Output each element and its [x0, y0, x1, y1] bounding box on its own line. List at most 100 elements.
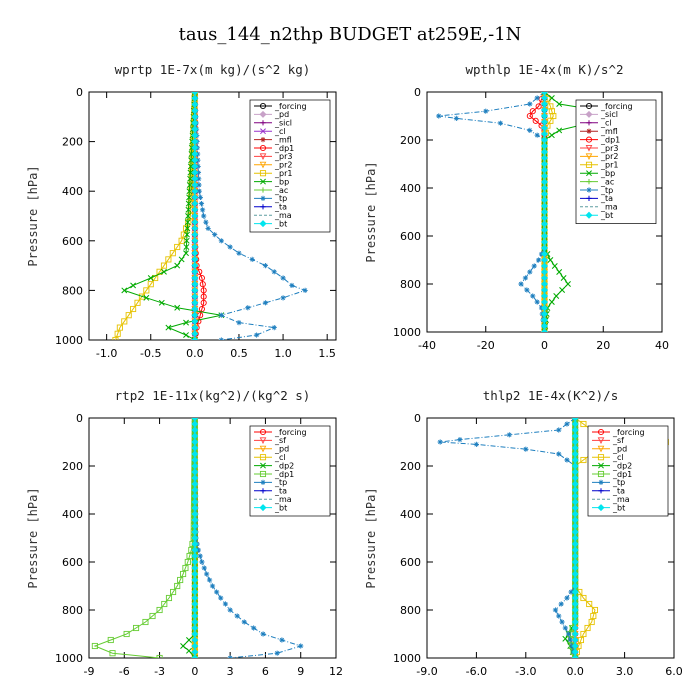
point_bp	[183, 319, 189, 326]
y-tick-label: 600	[62, 235, 83, 248]
point_tp	[457, 437, 463, 443]
point_tp	[527, 127, 533, 133]
x-tick-label: 0	[191, 665, 198, 678]
point_tp	[527, 101, 533, 107]
point_cl	[580, 420, 587, 428]
legend-marker	[260, 195, 266, 201]
point_tp	[196, 176, 202, 182]
point_tp	[271, 325, 277, 331]
legend-label: _dp1	[612, 470, 632, 479]
point_tp	[568, 589, 574, 595]
plot-frame	[426, 417, 675, 659]
series-line_pr1	[115, 92, 196, 340]
point_pr1	[121, 318, 128, 325]
legend-label: _cl	[612, 453, 624, 462]
point_tp	[227, 244, 233, 250]
legend-label: _ac	[600, 177, 614, 186]
x-tick-label: -9.0	[416, 665, 437, 678]
point_bp	[143, 294, 150, 301]
point_bp	[188, 157, 195, 164]
point_tp	[262, 263, 269, 269]
point_dp1	[199, 281, 206, 288]
point_tp	[280, 275, 286, 281]
x-tick-label: 12	[329, 665, 343, 678]
point_dp1	[532, 117, 539, 124]
legend-label: _forcing	[274, 428, 307, 437]
y-axis-label: Pressure [hPa]	[26, 165, 40, 266]
x-tick-label: -3	[154, 665, 165, 678]
point_cl	[580, 630, 587, 638]
point_bt	[571, 654, 579, 658]
legend-marker	[259, 161, 267, 169]
point_tp	[527, 269, 533, 275]
point_tp	[558, 601, 564, 607]
legend-label: _bp	[274, 177, 289, 186]
point_tp	[473, 441, 479, 447]
plot-frame	[88, 91, 337, 341]
point_tp	[564, 421, 570, 427]
point_tp	[556, 451, 562, 457]
point_dp1	[91, 642, 98, 650]
legend-label: _pr2	[600, 152, 618, 161]
point_tp	[506, 432, 512, 438]
point_pr1	[165, 256, 172, 263]
point_bp	[183, 237, 190, 244]
series-line_tp	[438, 92, 545, 332]
y-tick-label: 600	[62, 556, 83, 569]
point_cl	[584, 624, 591, 632]
point_bp	[185, 206, 192, 213]
legend-label: _cl	[600, 119, 612, 128]
point_bp	[130, 282, 137, 289]
point_bp	[548, 95, 555, 101]
y-tick-label: 200	[400, 134, 421, 147]
x-tick-label: 6	[262, 665, 269, 678]
point_dp2	[186, 637, 192, 643]
legend-marker	[597, 428, 605, 436]
point_pr1	[174, 243, 181, 251]
point_tp	[271, 269, 277, 275]
point_pr1	[160, 262, 168, 269]
point_tp	[222, 601, 229, 607]
point_pr1	[116, 324, 123, 331]
legend-label: _pd	[274, 110, 289, 119]
y-tick-label: 400	[400, 182, 421, 195]
legend-label: _ma	[274, 211, 292, 220]
point_tp	[206, 577, 213, 583]
legend-marker	[259, 170, 267, 177]
y-tick-label: 400	[62, 185, 83, 198]
point_tp	[205, 225, 211, 231]
legend-label: _mfl	[600, 127, 618, 136]
point_pr1	[178, 237, 185, 244]
legend-label: _pd	[274, 445, 289, 454]
point_cl	[580, 594, 587, 602]
point_tp	[209, 583, 216, 589]
legend-label: _pr1	[274, 169, 292, 178]
y-tick-label: 200	[62, 136, 83, 149]
legend-label: _dp2	[612, 461, 632, 470]
point_dp1	[132, 624, 140, 632]
point_bp	[184, 225, 191, 232]
legend-label: _forcing	[612, 428, 645, 437]
point_tp	[289, 282, 295, 289]
point_pr1	[130, 305, 137, 313]
point_tp	[524, 287, 530, 293]
point_pr1	[114, 330, 121, 337]
point_tp	[260, 631, 266, 637]
point_dp1	[535, 103, 542, 110]
point_dp1	[149, 612, 156, 620]
legend-label: _bt	[612, 503, 625, 512]
point_tp	[196, 182, 202, 188]
point_bp	[165, 324, 172, 331]
legend-label: _sicl	[600, 110, 618, 119]
point_dp1	[180, 570, 187, 578]
point_bp	[548, 299, 555, 305]
point_pr1	[182, 225, 190, 232]
x-tick-label: 0	[541, 339, 548, 352]
legend-label: _cl	[274, 127, 286, 136]
point_bp	[178, 256, 185, 263]
point_bp	[565, 281, 571, 287]
point_tp	[518, 281, 524, 287]
x-tick-label: -6.0	[466, 665, 487, 678]
legend-label: _forcing	[600, 102, 633, 111]
